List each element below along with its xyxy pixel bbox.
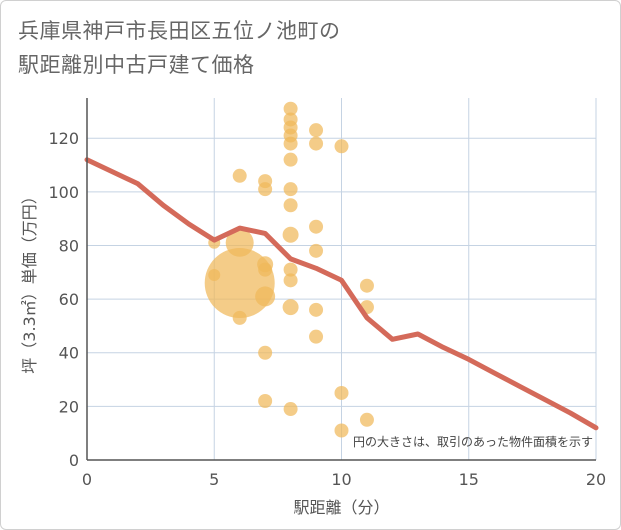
- bubble-point: [359, 412, 374, 427]
- bubble-point: [334, 139, 349, 154]
- y-tick-label: 40: [59, 344, 79, 363]
- y-tick-label: 100: [48, 183, 79, 202]
- bubble-point: [283, 152, 298, 167]
- bubble-point: [282, 299, 299, 316]
- bubble-point: [258, 345, 273, 360]
- y-tick-label: 20: [59, 397, 79, 416]
- bubbles-layer: [204, 101, 374, 438]
- bubble-point: [309, 123, 324, 138]
- chart-title-line1: 兵庫県神戸市長田区五位ノ池町の: [18, 19, 341, 43]
- grid-lines: [87, 98, 597, 460]
- y-tick-label: 60: [59, 290, 79, 309]
- bubble-point: [282, 226, 299, 243]
- bubble-point: [258, 394, 273, 409]
- bubble-point: [283, 136, 298, 151]
- y-tick-label: 80: [59, 236, 79, 255]
- bubble-point: [334, 423, 349, 438]
- bubble-point: [232, 168, 247, 183]
- bubble-point: [283, 182, 298, 197]
- x-tick-labels: 0 5 10 15 20: [82, 470, 606, 489]
- x-tick-label: 10: [331, 470, 351, 489]
- bubble-point: [309, 329, 324, 344]
- x-axis-label: 駅距離（分）: [293, 498, 389, 517]
- bubble-point: [309, 219, 324, 234]
- bubble-point: [283, 402, 298, 417]
- bubble-point: [283, 198, 298, 213]
- bubble-point: [309, 302, 324, 317]
- chart-title-line2: 駅距離別中古戸建て価格: [18, 53, 255, 77]
- y-tick-labels: 0 20 40 60 80 100 120: [48, 129, 79, 470]
- bubble-point: [334, 385, 349, 400]
- bubble-point: [309, 243, 324, 258]
- bubble-point: [258, 262, 273, 277]
- bubble-point: [258, 182, 273, 197]
- bubble-point: [232, 310, 247, 325]
- trend-line: [84, 157, 599, 431]
- x-tick-label: 15: [459, 470, 479, 489]
- x-tick-label: 0: [82, 470, 92, 489]
- bubble-point: [359, 278, 374, 293]
- y-axis-label: 坪（3.3㎡）単価（万円）: [20, 188, 39, 373]
- bubble-size-note: 円の大きさは、取引のあった物件面積を示す: [353, 434, 593, 449]
- y-tick-label: 120: [48, 129, 79, 148]
- bubble-point: [309, 136, 324, 151]
- bubble-point: [255, 286, 276, 307]
- x-tick-label: 5: [209, 470, 219, 489]
- y-tick-label: 0: [69, 451, 79, 470]
- bubble-point: [283, 262, 298, 277]
- x-tick-label: 20: [586, 470, 606, 489]
- bubble-point: [283, 273, 298, 288]
- bubble-point: [283, 101, 298, 116]
- chart-title: 兵庫県神戸市長田区五位ノ池町の 駅距離別中古戸建て価格: [18, 14, 341, 82]
- axes: [86, 98, 596, 461]
